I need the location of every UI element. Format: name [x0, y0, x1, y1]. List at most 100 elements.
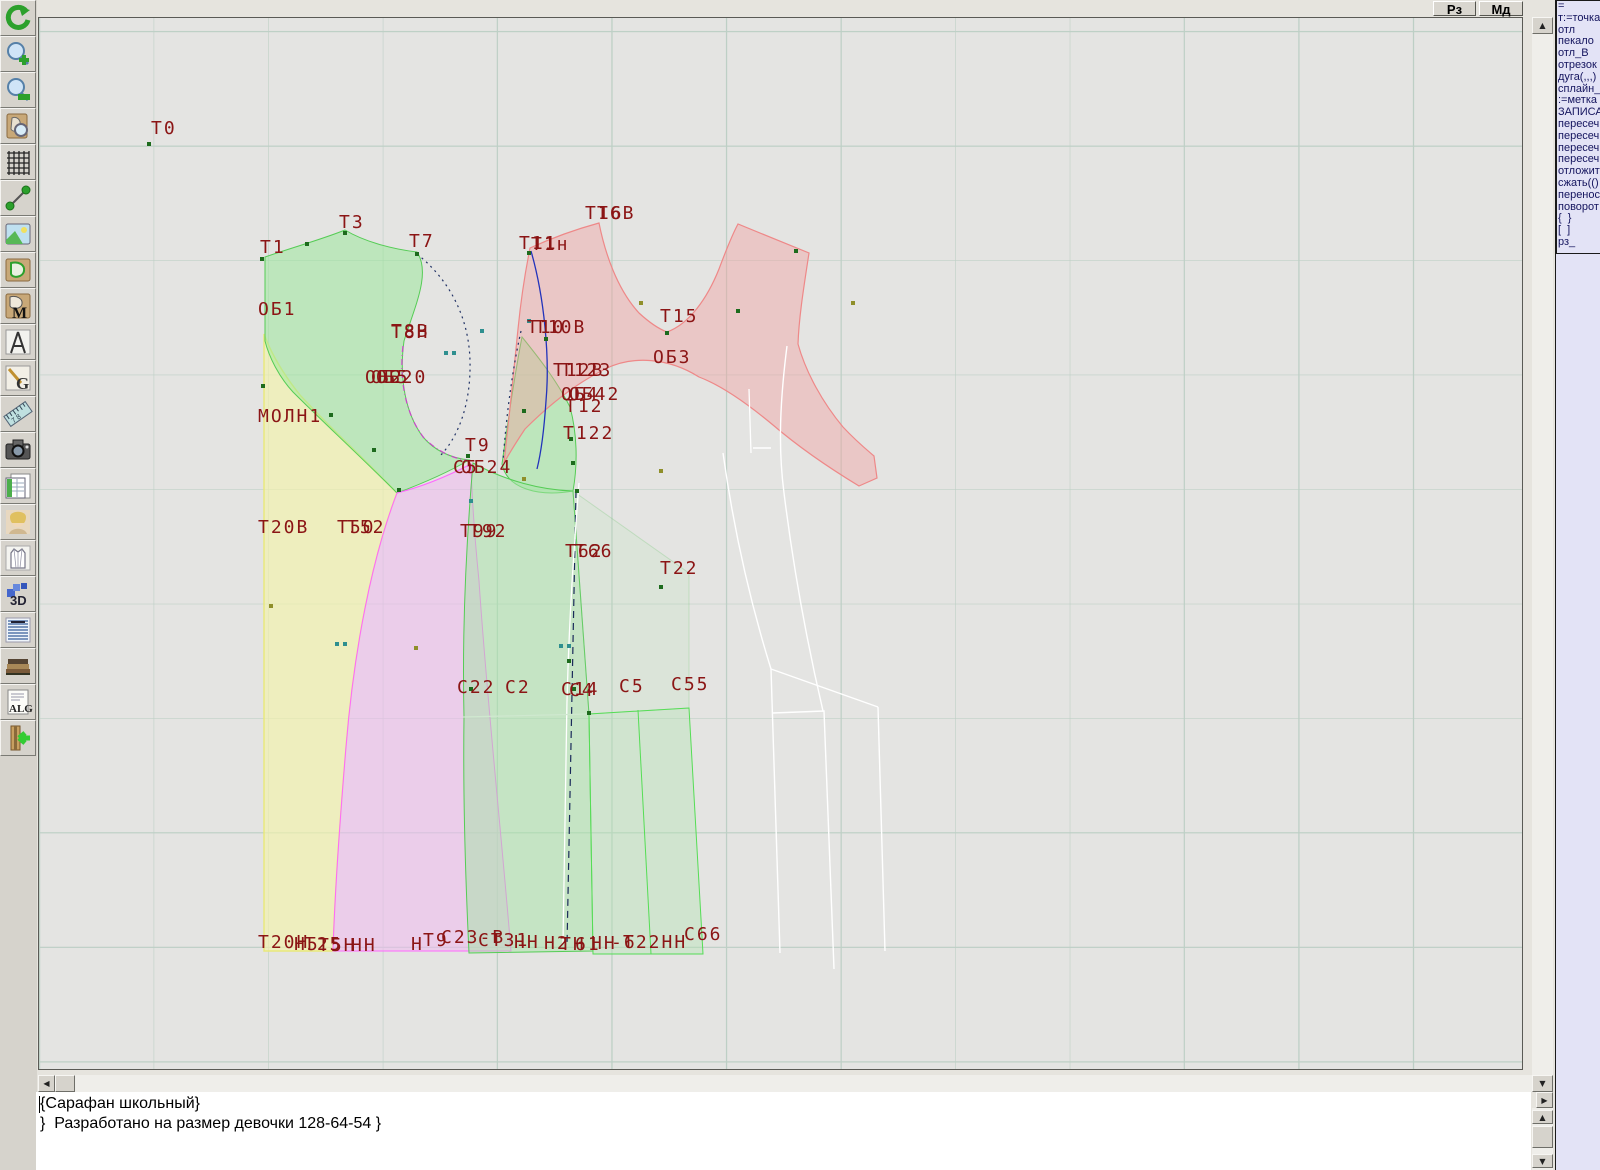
command-item[interactable]: сжать(() [1558, 176, 1599, 189]
point-marker[interactable] [469, 499, 473, 503]
zoom-out-tool-button[interactable] [0, 72, 36, 108]
text-scroll-up-button[interactable]: ▲ [1532, 1110, 1553, 1124]
pattern-tool-button[interactable] [0, 252, 36, 288]
measure-tool-button[interactable] [0, 180, 36, 216]
command-item[interactable]: пекало [1558, 35, 1594, 48]
g-tool-tool-button[interactable]: G [0, 360, 36, 396]
point-marker[interactable] [372, 448, 376, 452]
point-marker[interactable] [415, 252, 419, 256]
command-item[interactable]: поворот [1558, 200, 1599, 213]
command-item[interactable]: { } [1558, 212, 1572, 225]
exit-tool-button[interactable] [0, 720, 36, 756]
point-marker[interactable] [343, 231, 347, 235]
point-marker[interactable] [559, 644, 563, 648]
command-item[interactable]: дуга(,,,) [1558, 70, 1597, 83]
command-item[interactable]: пересеч [1558, 141, 1600, 154]
point-marker[interactable] [522, 409, 526, 413]
command-item[interactable]: т:=точка [1558, 11, 1600, 24]
point-marker[interactable] [444, 351, 448, 355]
text-scroll-down-button[interactable]: ▼ [1532, 1154, 1553, 1168]
center-skirt-piece[interactable] [462, 462, 594, 954]
right-gore-piece[interactable] [588, 707, 704, 955]
canvas-hscrollbar[interactable] [38, 1075, 1532, 1092]
scroll-left-button[interactable]: ◀ [38, 1075, 55, 1092]
point-marker[interactable] [335, 642, 339, 646]
rz-button[interactable]: Рз [1433, 1, 1476, 16]
point-marker[interactable] [851, 301, 855, 305]
point-marker[interactable] [452, 351, 456, 355]
pattern-m-tool-button[interactable]: M [0, 288, 36, 324]
command-item[interactable]: отл [1558, 23, 1576, 36]
books-tool-button[interactable] [0, 648, 36, 684]
command-item[interactable]: ЗАПИСА [1558, 106, 1600, 119]
point-marker[interactable] [567, 659, 571, 663]
command-item[interactable]: [ ] [1558, 224, 1571, 237]
md-button[interactable]: Мд [1479, 1, 1523, 16]
image-tool-button[interactable] [0, 216, 36, 252]
point-marker[interactable] [466, 454, 470, 458]
point-marker[interactable] [305, 242, 309, 246]
photo-tool-button[interactable] [0, 504, 36, 540]
command-item[interactable]: = [1558, 0, 1565, 12]
command-item[interactable]: пересеч [1558, 117, 1600, 130]
point-marker[interactable] [469, 687, 473, 691]
scroll-right-button[interactable]: ▶ [1536, 1092, 1553, 1108]
table-tool-button[interactable] [0, 468, 36, 504]
hscroll-thumb[interactable] [55, 1075, 75, 1092]
list-tool-button[interactable] [0, 612, 36, 648]
preview-tool-button[interactable] [0, 108, 36, 144]
point-marker[interactable] [480, 329, 484, 333]
command-item[interactable]: пересеч [1558, 153, 1600, 166]
point-marker[interactable] [665, 331, 669, 335]
point-marker[interactable] [567, 644, 571, 648]
point-marker[interactable] [343, 642, 347, 646]
point-marker[interactable] [569, 437, 573, 441]
point-marker[interactable] [260, 257, 264, 261]
point-marker[interactable] [527, 319, 531, 323]
point-marker[interactable] [575, 489, 579, 493]
zoom-in-tool-button[interactable] [0, 36, 36, 72]
compass-tool-button[interactable] [0, 324, 36, 360]
camera-tool-button[interactable] [0, 432, 36, 468]
point-marker[interactable] [261, 384, 265, 388]
back-bodice-piece[interactable] [503, 222, 878, 487]
point-marker[interactable] [269, 604, 273, 608]
command-item[interactable]: :=метка [1558, 94, 1598, 107]
command-item[interactable]: пересеч [1558, 129, 1600, 142]
undo-tool-button[interactable] [0, 0, 36, 36]
point-marker[interactable] [659, 469, 663, 473]
command-item[interactable]: перенос [1558, 188, 1600, 201]
grid-tool-button[interactable] [0, 144, 36, 180]
point-marker[interactable] [572, 687, 576, 691]
point-marker[interactable] [329, 413, 333, 417]
point-marker[interactable] [527, 251, 531, 255]
ruler-tool-button[interactable]: 7 8 [0, 396, 36, 432]
3d-tool-button[interactable]: 3D [0, 576, 36, 612]
point-marker[interactable] [639, 301, 643, 305]
point-marker[interactable] [794, 249, 798, 253]
point-marker[interactable] [544, 337, 548, 341]
drawing-canvas[interactable]: Т0 Т1 Т3 Т7 Т16 Т6В Т11 Т1н ОБ1 Т8В Т8Н Т10 Т10В Т15 О… [38, 17, 1523, 1070]
point-marker[interactable] [147, 142, 151, 146]
alg-tool-button[interactable]: ALG [0, 684, 36, 720]
command-item[interactable]: рз_ [1558, 235, 1576, 248]
scroll-down-button[interactable]: ▼ [1532, 1075, 1553, 1092]
command-item[interactable]: сплайн_ [1558, 82, 1600, 95]
point-marker[interactable] [414, 646, 418, 650]
scroll-up-button[interactable]: ▲ [1532, 17, 1553, 34]
command-item[interactable]: отрезок [1558, 58, 1597, 71]
garment-tool-button[interactable] [0, 540, 36, 576]
pattern-label: НН [351, 935, 377, 956]
point-marker[interactable] [522, 477, 526, 481]
point-marker[interactable] [571, 461, 575, 465]
point-marker[interactable] [397, 488, 401, 492]
script-text-area[interactable]: {Сарафан школьный} } Разработано на разм… [36, 1092, 1531, 1170]
point-marker[interactable] [587, 711, 591, 715]
point-marker[interactable] [659, 585, 663, 589]
command-item[interactable]: отложит [1558, 165, 1600, 178]
point-marker[interactable] [736, 309, 740, 313]
command-item[interactable]: отл_В [1558, 47, 1589, 60]
command-list[interactable]: = т:=точка отл пекало отл_В отрезок дуга(,,,) с… [1556, 0, 1600, 254]
text-vscroll-thumb[interactable] [1532, 1126, 1553, 1148]
canvas-vscrollbar[interactable] [1532, 17, 1553, 1092]
